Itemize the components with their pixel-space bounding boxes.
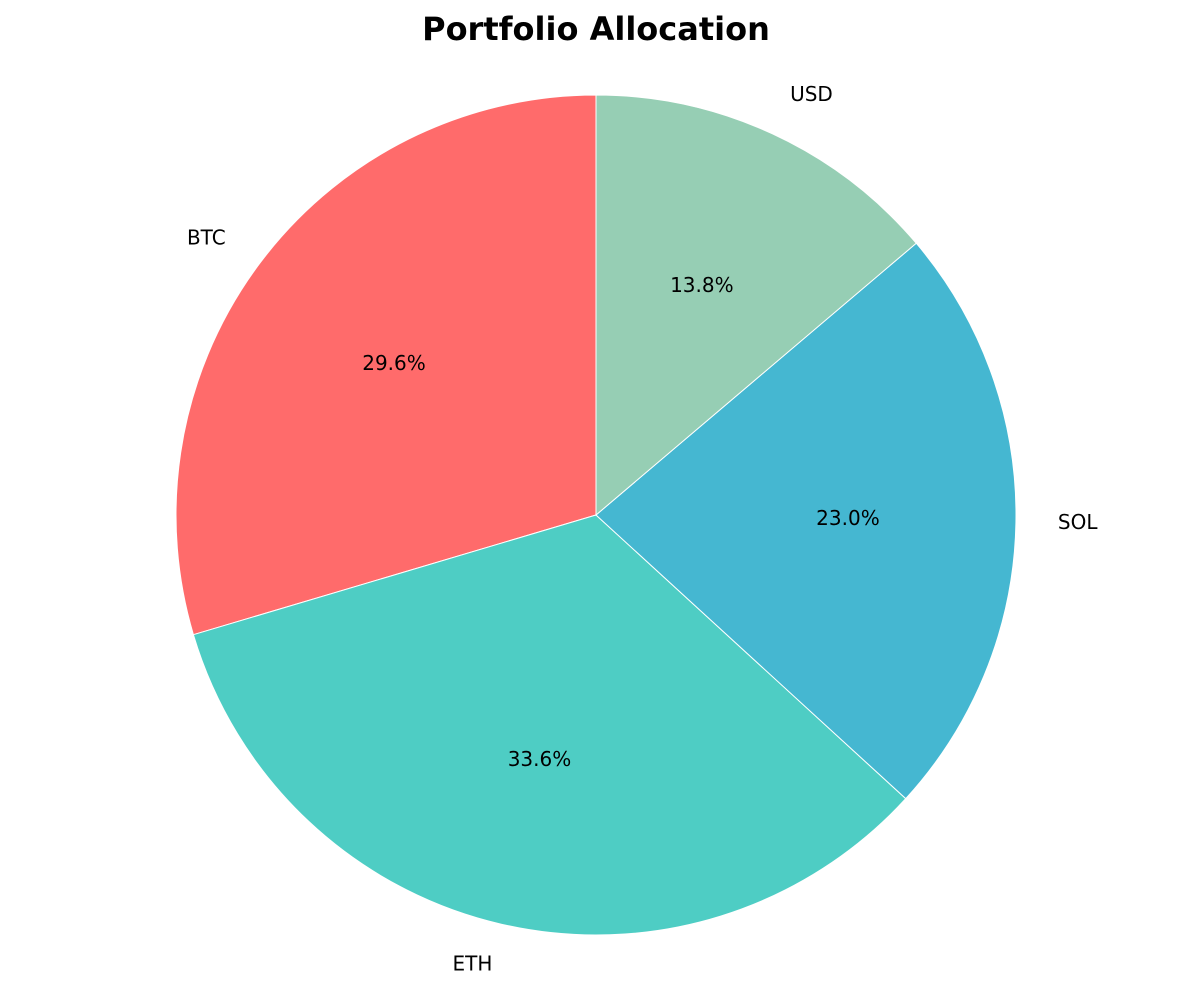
pie-slice-btc [175,94,597,636]
pie-slice-sol [595,242,1017,800]
pie-slices [175,94,1017,936]
slice-percent-sol: 23.0% [816,506,880,530]
chart-title: Portfolio Allocation [422,10,770,48]
slice-percent-eth: 33.6% [508,747,572,771]
slice-percent-usd: 13.8% [670,273,734,297]
slice-label-eth: ETH [452,952,492,976]
slice-percent-btc: 29.6% [362,351,426,375]
pie-labels: BTC 29.6% ETH 33.6% SOL 23.0% USD 13.8% [187,82,1098,975]
slice-label-btc: BTC [187,225,226,249]
slice-label-sol: SOL [1058,510,1098,534]
pie-slice-usd [595,94,917,517]
slice-label-usd: USD [790,82,833,106]
pie-slice-eth [192,514,907,936]
